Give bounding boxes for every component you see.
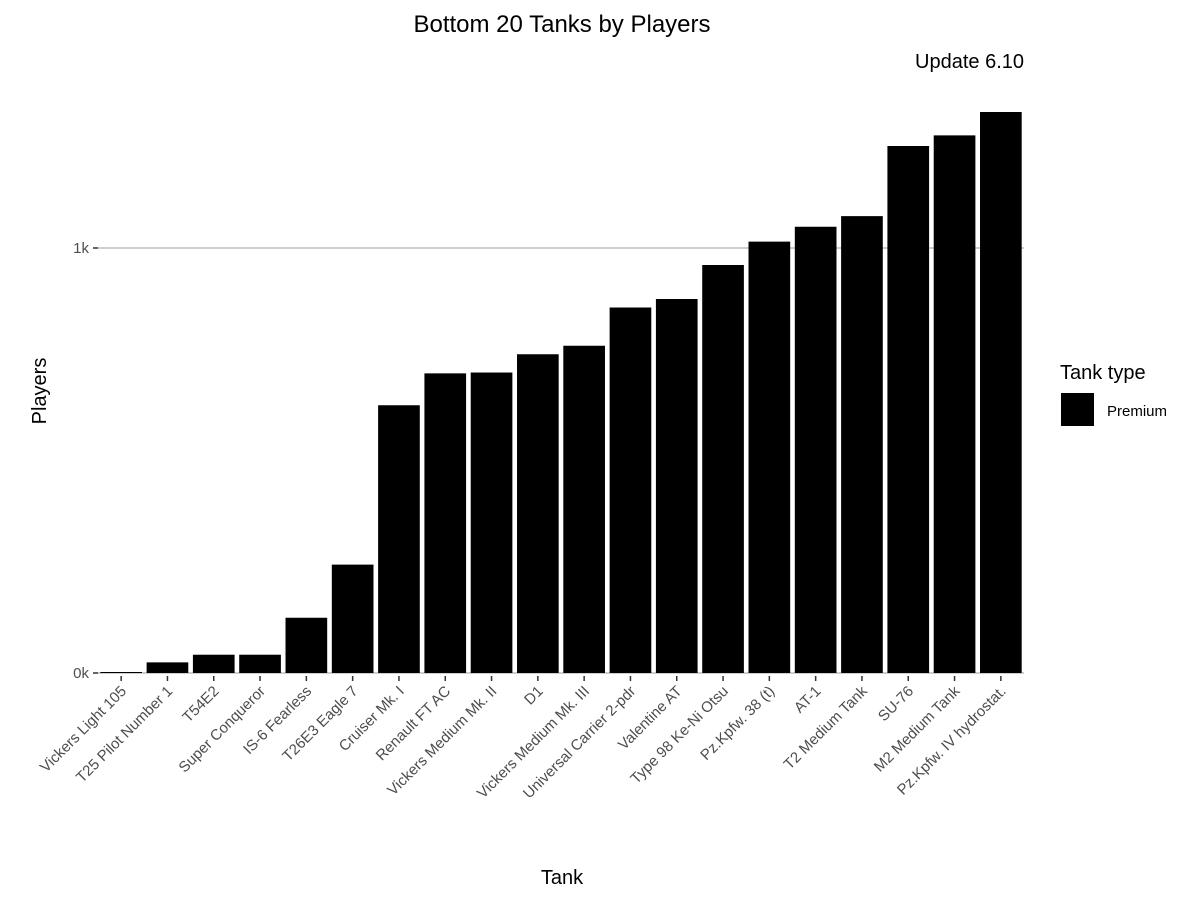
x-tick-label: D1 xyxy=(521,683,547,709)
bar xyxy=(378,405,420,673)
chart-subtitle: Update 6.10 xyxy=(915,51,1024,73)
y-axis-title: Players xyxy=(29,358,51,425)
gridlines xyxy=(98,247,1024,674)
legend: Tank type Premium xyxy=(1060,362,1167,426)
bar xyxy=(933,135,976,673)
bars xyxy=(100,112,1022,673)
bar xyxy=(100,672,142,673)
x-tick-label: AT-1 xyxy=(791,683,825,717)
x-tick-label: Super Conqueror xyxy=(175,683,268,776)
bar xyxy=(146,662,189,673)
chart-title: Bottom 20 Tanks by Players xyxy=(413,11,710,38)
bar xyxy=(331,564,374,673)
x-tick-label: M2 Medium Tank xyxy=(871,682,964,775)
bar xyxy=(609,307,652,673)
bar xyxy=(563,345,605,673)
x-tick-label: SU-76 xyxy=(875,683,917,725)
bar xyxy=(655,299,698,673)
bar xyxy=(285,617,328,673)
y-tick-label: 1k xyxy=(73,240,89,257)
bar xyxy=(794,226,837,673)
bar xyxy=(192,654,235,673)
x-tick-label: T2 Medium Tank xyxy=(781,682,872,773)
x-tick-label: Vickers Light 105 xyxy=(37,683,130,776)
bar xyxy=(702,265,744,673)
bar xyxy=(980,112,1022,673)
x-axis-title: Tank xyxy=(541,867,584,889)
x-tick-label: T54E2 xyxy=(179,683,222,726)
bar xyxy=(841,216,883,673)
bar xyxy=(470,372,513,673)
legend-swatch-premium xyxy=(1061,393,1094,426)
bar xyxy=(748,241,791,673)
bar xyxy=(887,146,930,673)
legend-title: Tank type xyxy=(1060,362,1146,384)
bar xyxy=(239,654,281,673)
bar xyxy=(517,354,559,673)
bar xyxy=(424,373,467,673)
y-tick-label: 0k xyxy=(73,665,89,682)
legend-label-premium: Premium xyxy=(1107,403,1167,420)
y-axis: 0k 1k xyxy=(73,240,98,682)
